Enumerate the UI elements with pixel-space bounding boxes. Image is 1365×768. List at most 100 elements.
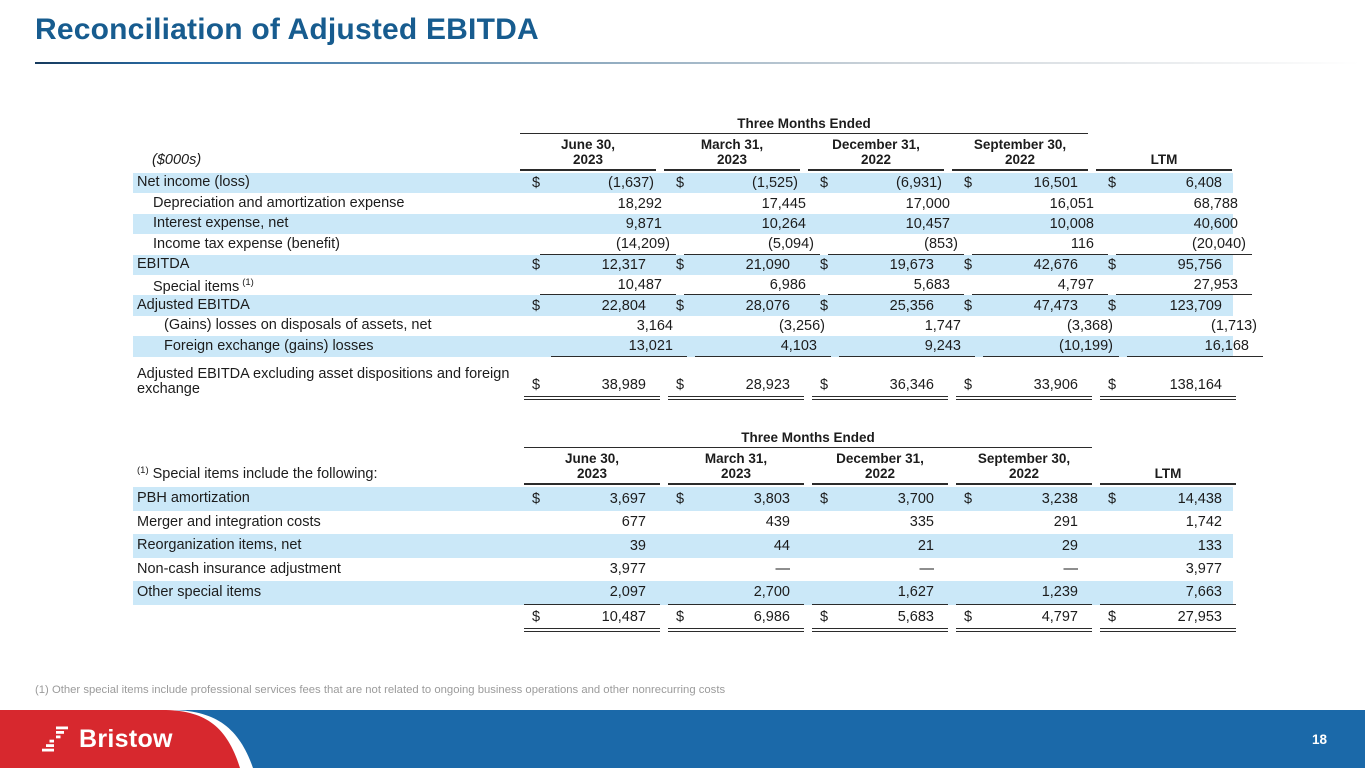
money-cell: 439	[668, 511, 804, 535]
row-label: EBITDA	[137, 256, 190, 272]
title-divider	[35, 62, 1360, 65]
cell-value: 6,986	[753, 609, 790, 625]
cell-value: 36,346	[889, 376, 934, 393]
money-cell: 21	[812, 534, 948, 558]
span-header: Three Months Ended	[520, 116, 1088, 134]
money-cell: —	[812, 558, 948, 582]
money-cell: (20,040)	[1116, 234, 1252, 255]
cell-value: 10,487	[601, 609, 646, 625]
page-title: Reconciliation of Adjusted EBITDA	[35, 13, 539, 46]
money-cell: $4,797	[956, 607, 1092, 632]
cell-value: 335	[909, 514, 934, 531]
currency-symbol: $	[1108, 609, 1117, 625]
cell-value: 10,487	[617, 276, 662, 293]
row-label: Income tax expense (benefit)	[153, 235, 340, 252]
cell-value: 18,292	[617, 195, 662, 212]
money-cell: 291	[956, 511, 1092, 535]
money-cell: $3,803	[668, 487, 804, 511]
slide-footnote: (1) Other special items include professi…	[35, 684, 726, 696]
cell-value: 14,438	[1177, 490, 1222, 507]
money-cell: 677	[524, 511, 660, 535]
currency-symbol: $	[820, 609, 829, 625]
ebitda-reconciliation-table: ($000s) Three Months Ended June 30, 2023 M…	[133, 116, 1263, 400]
row-label: Merger and integration costs	[137, 513, 321, 530]
money-cell: (14,209)	[540, 234, 676, 255]
money-cell: 27,953	[1116, 275, 1252, 296]
currency-symbol: $	[820, 175, 829, 192]
money-cell: 68,788	[1116, 193, 1252, 213]
page-number: 18	[1311, 731, 1327, 747]
cell-value: 16,501	[1033, 175, 1078, 192]
cell-value: 16,168	[1204, 337, 1249, 354]
cell-value: 38,989	[601, 376, 646, 393]
money-cell: 13,021	[551, 336, 687, 357]
money-cell: $10,487	[524, 607, 660, 632]
money-cell: 10,264	[684, 214, 820, 234]
table-row: Reorganization items, net 39 44 21 29 133	[133, 534, 1233, 558]
money-cell: 3,977	[1100, 558, 1236, 582]
special-items-table: (1) Special items include the following: …	[133, 430, 1236, 632]
cell-value: 27,953	[1193, 276, 1238, 293]
money-cell: $5,683	[812, 607, 948, 632]
money-cell: 9,243	[839, 336, 975, 357]
money-cell: 133	[1100, 534, 1236, 558]
money-cell: —	[956, 558, 1092, 582]
currency-symbol: $	[676, 175, 685, 192]
cell-value: 2,097	[609, 584, 646, 601]
table-row: Special items (1) 10,487 6,986 5,683 4,797 27,…	[133, 275, 1252, 296]
money-cell: $3,697	[524, 487, 660, 511]
row-label: Interest expense, net	[153, 215, 289, 232]
currency-symbol: $	[676, 609, 685, 625]
money-cell: $25,356	[812, 295, 948, 315]
footnote-ref: (1)	[242, 276, 254, 288]
money-cell: $16,501	[956, 173, 1092, 193]
currency-symbol: $	[532, 609, 541, 625]
cell-value: (6,931)	[896, 175, 942, 192]
cell-value: 19,673	[889, 256, 934, 273]
units-label: ($000s)	[133, 116, 520, 171]
cell-value: 10,457	[905, 215, 950, 232]
cell-value: 25,356	[889, 297, 934, 314]
cell-value: 4,797	[1057, 276, 1094, 293]
table-row: Depreciation and amortization expense 18,…	[133, 193, 1238, 213]
money-cell: (3,368)	[983, 316, 1119, 336]
cell-value: 17,000	[905, 195, 950, 212]
cell-value: 44	[773, 537, 790, 554]
cell-value: 39	[629, 537, 646, 554]
money-cell: 1,747	[839, 316, 975, 336]
money-cell: 4,103	[695, 336, 831, 357]
cell-value: 138,164	[1169, 376, 1222, 393]
cell-value: 28,923	[745, 376, 790, 393]
cell-value: 291	[1053, 514, 1078, 531]
money-cell: $ (1,525)	[668, 173, 804, 193]
money-cell: 40,600	[1116, 214, 1252, 234]
bristow-logo: Bristow	[38, 710, 173, 768]
money-cell: $28,923	[668, 360, 804, 400]
currency-symbol: $	[820, 376, 829, 393]
currency-symbol: $	[820, 256, 829, 273]
currency-symbol: $	[1108, 297, 1117, 314]
cell-value: 10,008	[1049, 215, 1094, 232]
cell-value: 7,663	[1185, 584, 1222, 601]
cell-value: (10,199)	[1058, 337, 1113, 354]
cell-value: 123,709	[1169, 297, 1222, 314]
currency-symbol: $	[532, 256, 541, 273]
money-cell: (3,256)	[695, 316, 831, 336]
currency-symbol: $	[964, 490, 973, 507]
cell-value: 5,683	[897, 609, 934, 625]
cell-value: 16,051	[1049, 195, 1094, 212]
money-cell: $ (1,637)	[524, 173, 660, 193]
table-row: $10,487 $6,986 $5,683 $4,797 $27,953	[133, 607, 1236, 632]
table-header: ($000s) Three Months Ended June 30, 2023 M…	[133, 116, 1233, 171]
span-header: Three Months Ended	[524, 430, 1092, 448]
currency-symbol: $	[676, 490, 685, 507]
money-cell: (853)	[828, 234, 964, 255]
column-header: December 31, 2022	[808, 137, 944, 171]
money-cell: $28,076	[668, 295, 804, 315]
currency-symbol: $	[532, 297, 541, 314]
table-row: Non-cash insurance adjustment 3,977 — — — 3,9…	[133, 558, 1233, 582]
special-items-caption: (1) Special items include the following:	[133, 430, 524, 485]
row-label: Reorganization items, net	[137, 537, 302, 553]
cell-value: 3,977	[609, 561, 646, 578]
money-cell: 2,097	[524, 581, 660, 605]
